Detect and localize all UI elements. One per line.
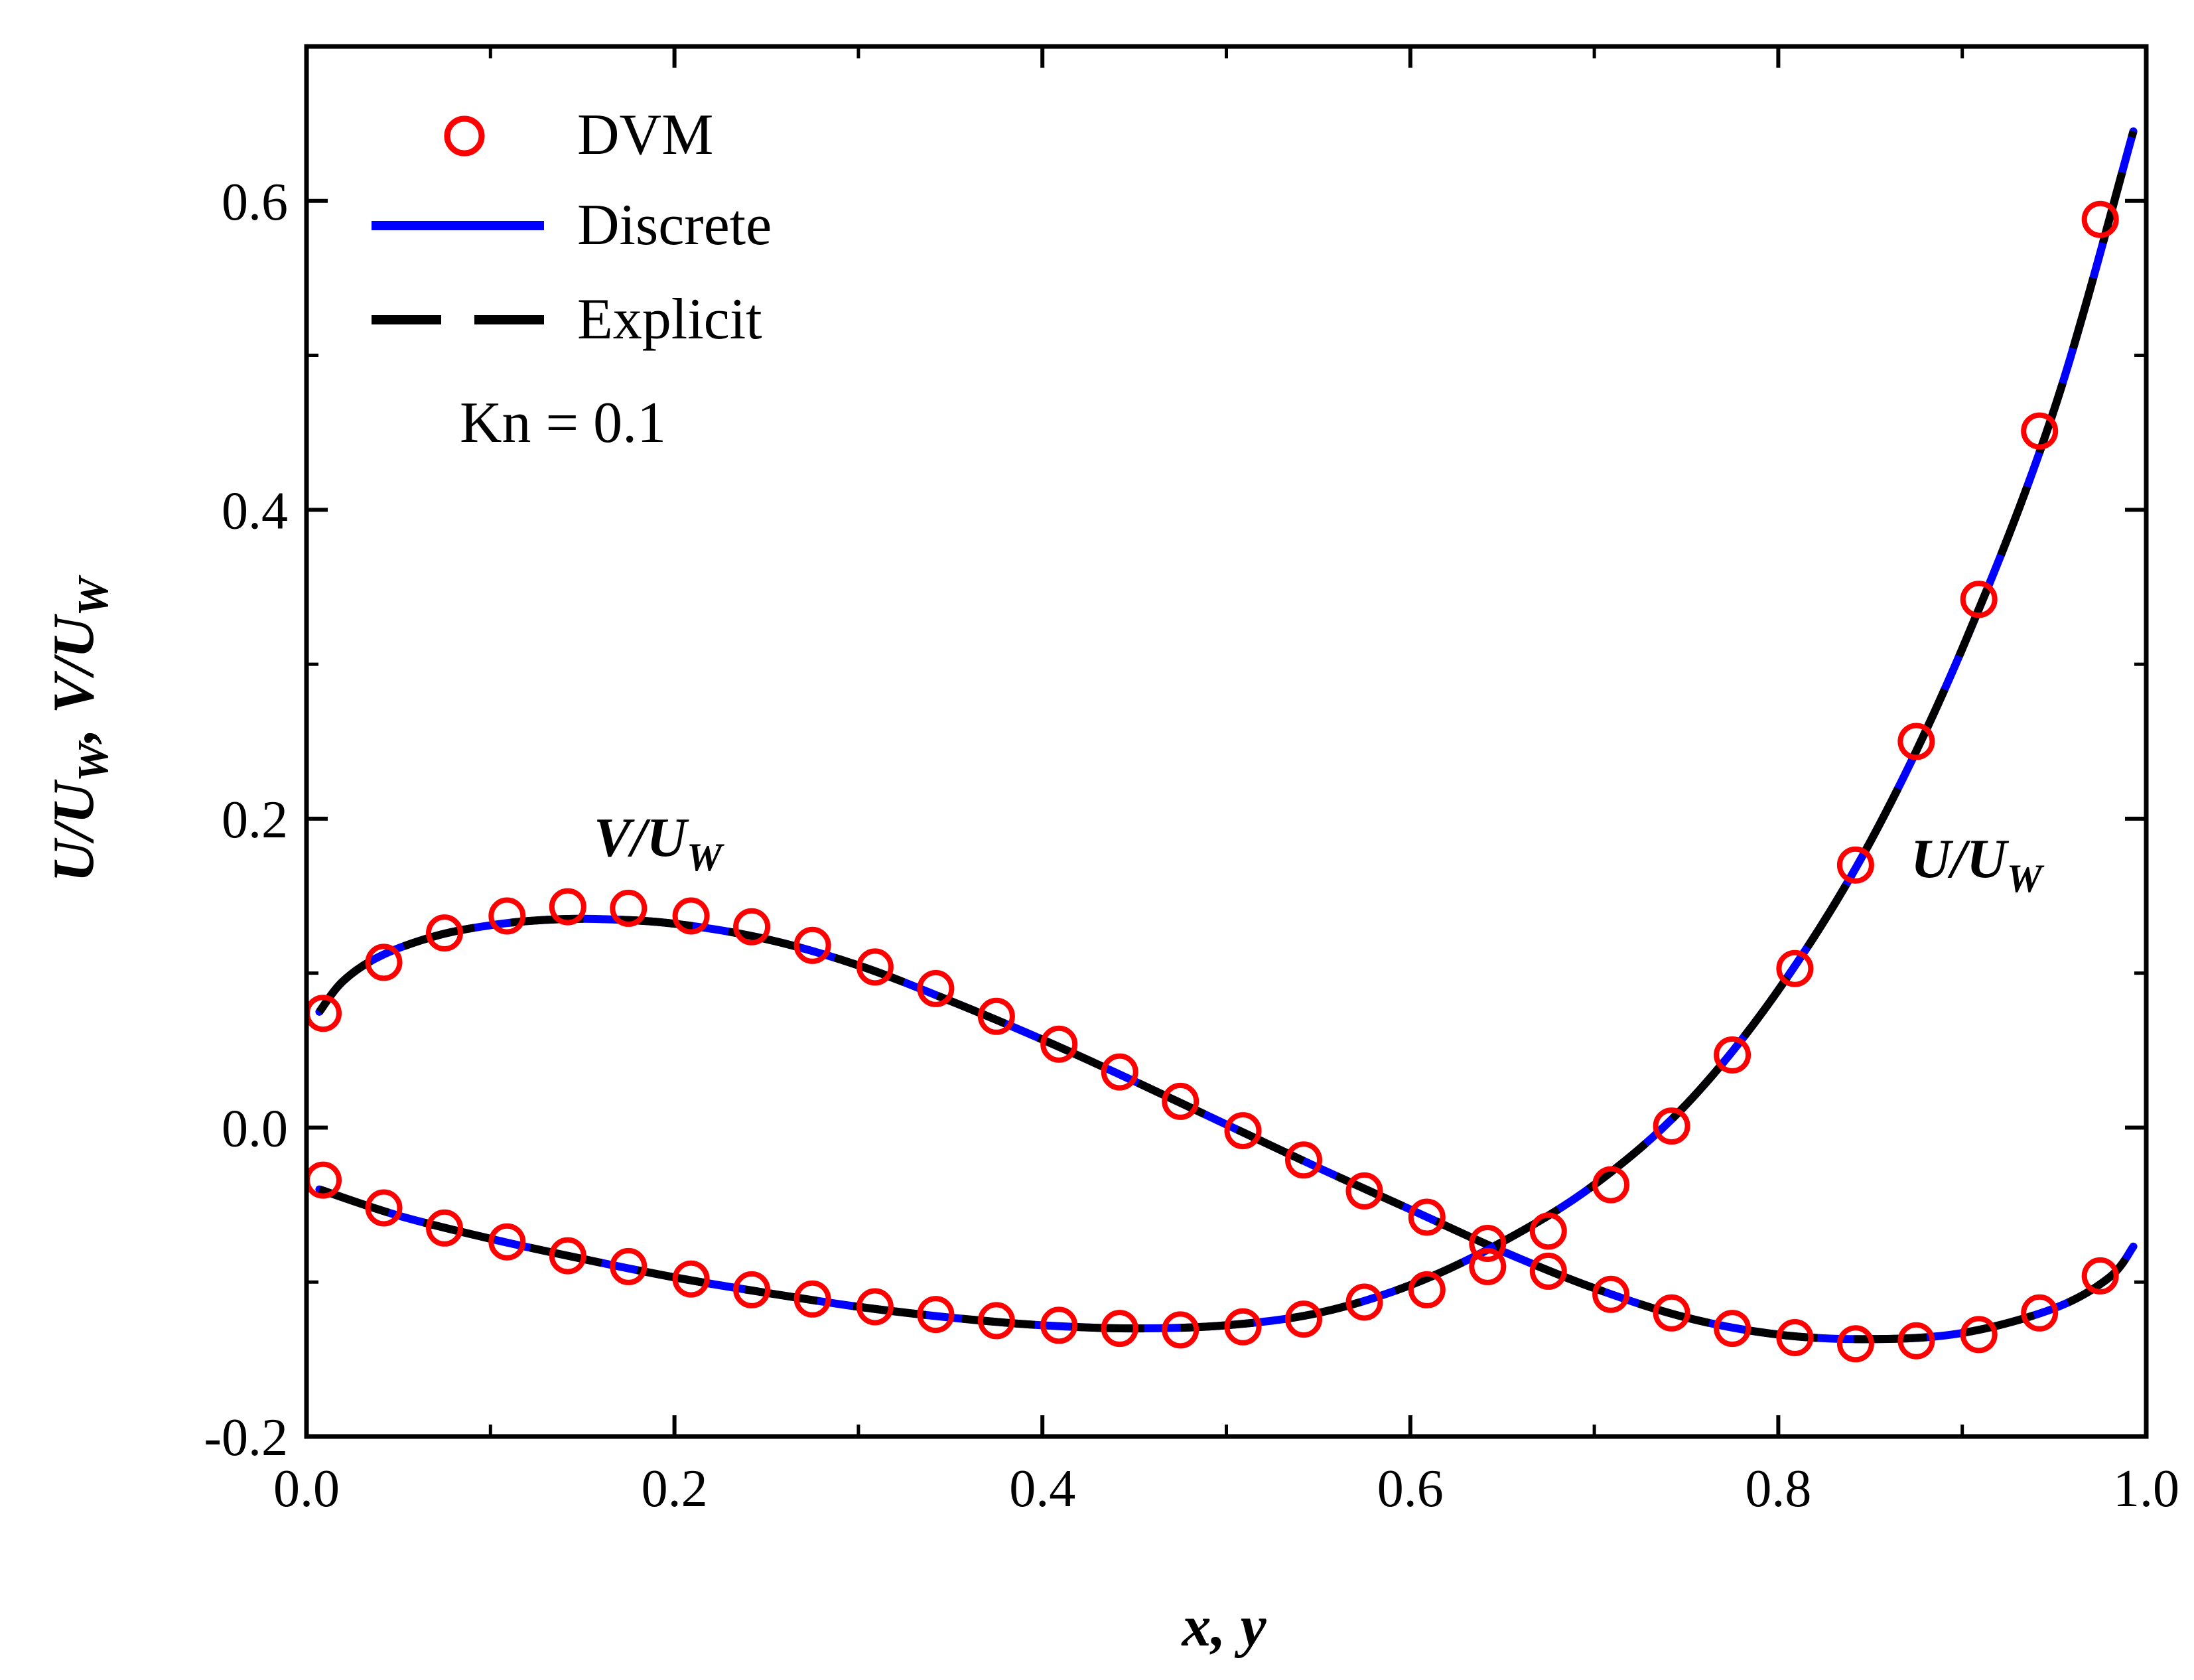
dvm-point-v bbox=[1040, 1025, 1078, 1063]
curve-label-u-main: U/U bbox=[1911, 828, 2010, 890]
x-tick-label: 0.4 bbox=[1009, 1460, 1075, 1518]
explicit-line-u bbox=[318, 130, 2138, 1333]
y-tick-label: -0.2 bbox=[204, 1409, 288, 1467]
dvm-point-v bbox=[1960, 1316, 1998, 1354]
kn-annotation: Kn = 0.1 bbox=[460, 391, 666, 455]
dvm-point-v bbox=[1897, 1322, 1935, 1360]
y-axis-title-b-sub: W bbox=[69, 575, 117, 616]
dvm-point-v bbox=[1345, 1172, 1383, 1210]
curve-label-u-sub: W bbox=[2007, 857, 2045, 900]
dvm-point-v bbox=[488, 897, 526, 935]
dvm-point-u bbox=[1714, 1036, 1751, 1074]
dvm-point-u bbox=[1529, 1212, 1567, 1250]
dvm-point-u bbox=[1897, 723, 1935, 760]
dvm-point-u bbox=[1408, 1271, 1446, 1308]
x-tick-labels: 0.0 0.2 0.4 0.6 0.8 1.0 bbox=[273, 1460, 2179, 1518]
dvm-point-u bbox=[1224, 1308, 1262, 1346]
dvm-point-v bbox=[793, 926, 831, 964]
x-tick-label: 0.6 bbox=[1377, 1460, 1444, 1518]
dvm-point-u bbox=[733, 1271, 771, 1308]
dvm-point-u bbox=[610, 1247, 648, 1285]
curve-label-u: U/UW bbox=[1911, 828, 2045, 900]
dvm-point-u bbox=[1836, 846, 1874, 884]
plot-frame bbox=[304, 44, 2149, 1439]
legend-dvm-label: DVM bbox=[577, 103, 713, 167]
dvm-point-u bbox=[672, 1260, 710, 1298]
dvm-point-v bbox=[1224, 1112, 1262, 1150]
dvm-point-u bbox=[1162, 1311, 1200, 1349]
y-axis-title: U/UW, V/UW bbox=[42, 575, 117, 882]
dvm-point-u bbox=[856, 1288, 894, 1326]
dvm-point-v bbox=[1714, 1310, 1751, 1348]
dvm-point-v bbox=[672, 897, 710, 935]
dvm-point-v bbox=[1653, 1294, 1690, 1332]
dvm-point-u bbox=[426, 1209, 463, 1247]
dvm-point-u bbox=[2021, 412, 2059, 450]
dvm-point-u bbox=[977, 1302, 1015, 1340]
dvm-point-v bbox=[1285, 1141, 1322, 1179]
x-axis-title: x, y bbox=[1180, 1594, 1267, 1659]
dvm-point-v bbox=[610, 889, 648, 927]
x-tick-label: 0.8 bbox=[1745, 1460, 1811, 1518]
y-tick-label: 0.0 bbox=[222, 1099, 288, 1158]
legend-dvm-marker bbox=[444, 115, 485, 157]
y-axis-title-a-sub: W bbox=[69, 740, 117, 782]
curve-label-v-sub: W bbox=[687, 835, 724, 879]
dvm-point-v bbox=[426, 914, 463, 952]
curve-label-v-main: V/U bbox=[594, 807, 689, 869]
x-tick-label: 1.0 bbox=[2113, 1460, 2179, 1518]
legend-discrete-label: Discrete bbox=[577, 193, 772, 257]
dvm-point-v bbox=[2081, 1257, 2119, 1295]
dvm-point-u bbox=[1592, 1166, 1630, 1204]
y-tick-label: 0.6 bbox=[222, 173, 288, 232]
dvm-point-u bbox=[793, 1280, 831, 1318]
dvm-point-v bbox=[1101, 1053, 1138, 1091]
y-tick-label: 0.2 bbox=[222, 791, 288, 849]
dvm-point-u bbox=[488, 1223, 526, 1261]
dvm-point-v bbox=[549, 888, 586, 926]
dvm-point-v bbox=[1776, 1319, 1814, 1356]
x-tick-label: 0.0 bbox=[273, 1460, 340, 1518]
dvm-point-u bbox=[917, 1296, 955, 1334]
y-axis-title-b: , V/U bbox=[42, 613, 106, 744]
dvm-point-u bbox=[549, 1237, 586, 1275]
dvm-point-v bbox=[1162, 1082, 1200, 1120]
dvm-point-v bbox=[1836, 1325, 1874, 1363]
y-tick-label: 0.4 bbox=[222, 482, 288, 540]
dvm-point-v bbox=[1592, 1275, 1630, 1313]
x-tick-label: 0.2 bbox=[642, 1460, 708, 1518]
dvm-point-u bbox=[1345, 1283, 1383, 1321]
dvm-point-u bbox=[1469, 1247, 1507, 1285]
dvm-point-v bbox=[977, 997, 1015, 1035]
dvm-point-u bbox=[1653, 1107, 1690, 1145]
y-tick-labels: -0.2 0.0 0.2 0.4 0.6 bbox=[204, 173, 288, 1467]
dvm-point-v bbox=[1529, 1252, 1567, 1290]
dvm-point-v bbox=[917, 969, 955, 1007]
dvm-point-u bbox=[1101, 1310, 1138, 1348]
dvm-point-v bbox=[856, 948, 894, 986]
dvm-point-u bbox=[1960, 581, 1998, 618]
dvm-markers bbox=[305, 200, 2119, 1363]
dvm-point-v bbox=[2021, 1294, 2059, 1332]
legend-explicit-label: Explicit bbox=[577, 287, 762, 352]
dvm-point-v bbox=[365, 944, 403, 981]
dvm-point-u bbox=[365, 1189, 403, 1227]
dvm-point-u bbox=[1040, 1306, 1078, 1344]
dvm-point-u bbox=[1776, 949, 1814, 987]
dvm-point-v bbox=[1469, 1225, 1507, 1262]
explicit-line-v bbox=[316, 914, 2137, 1344]
dvm-point-v bbox=[1408, 1198, 1446, 1236]
series-lines bbox=[315, 127, 2138, 1344]
dvm-point-u bbox=[2081, 200, 2119, 238]
dvm-point-v bbox=[733, 908, 771, 945]
y-axis-title-a: U/U bbox=[42, 779, 106, 882]
dvm-point-u bbox=[1285, 1300, 1322, 1338]
curve-label-v: V/UW bbox=[594, 807, 724, 879]
legend: DVM Discrete Explicit bbox=[372, 103, 772, 352]
